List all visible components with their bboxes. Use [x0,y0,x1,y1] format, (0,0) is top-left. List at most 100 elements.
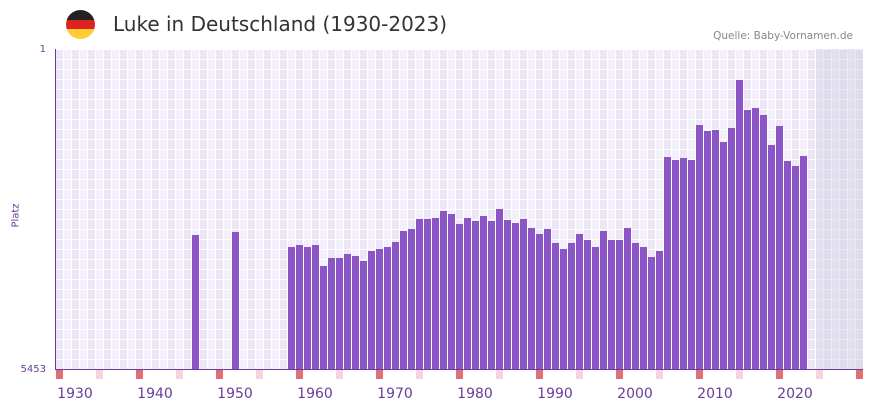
y-axis-line [55,49,56,370]
x-axis-line [55,369,863,370]
bar-1974[interactable] [424,219,431,370]
x-tick [456,370,463,379]
x-tick [376,370,383,379]
bar-2014[interactable] [744,110,751,370]
x-tick [736,370,743,379]
bar-2019[interactable] [784,160,791,370]
bar-1989[interactable] [544,229,551,370]
x-tick [816,370,823,379]
bar-2017[interactable] [768,144,775,370]
bar-1983[interactable] [496,209,503,370]
bar-1960[interactable] [312,245,319,370]
bar-1945[interactable] [192,234,199,370]
x-tick [296,370,303,379]
bar-1997[interactable] [608,239,615,370]
bar-2007[interactable] [688,159,695,370]
bar-1959[interactable] [304,246,311,370]
bar-1962[interactable] [328,257,335,370]
source-label: Quelle: Baby-Vornamen.de [713,30,853,42]
bar-1988[interactable] [536,234,543,370]
bar-1979[interactable] [464,217,471,370]
x-tick [856,370,863,379]
bar-1969[interactable] [384,246,391,370]
bar-1986[interactable] [520,219,527,370]
germany-flag-icon [66,10,95,39]
bar-2004[interactable] [664,156,671,370]
bar-1976[interactable] [440,210,447,370]
bar-1950[interactable] [232,232,239,370]
bar-1980[interactable] [472,221,479,370]
x-tick [496,370,503,379]
x-tick [776,370,783,379]
bar-2008[interactable] [696,124,703,370]
x-tick [136,370,143,379]
bar-1965[interactable] [352,255,359,370]
bar-1972[interactable] [408,229,415,370]
bar-1994[interactable] [584,240,591,370]
bar-2009[interactable] [704,131,711,370]
x-tick [216,370,223,379]
y-top-label: 1 [39,44,46,55]
x-tick [256,370,263,379]
bar-1970[interactable] [392,242,399,370]
bar-2013[interactable] [736,79,743,370]
bar-1992[interactable] [568,242,575,370]
bar-2010[interactable] [712,130,719,370]
x-label: 1930 [57,386,93,402]
bar-2015[interactable] [752,108,759,370]
bar-1971[interactable] [400,230,407,370]
bar-1964[interactable] [344,253,351,370]
bar-1961[interactable] [320,266,327,370]
bar-2020[interactable] [792,166,799,370]
bar-1990[interactable] [552,243,559,370]
x-tick [656,370,663,379]
x-tick [56,370,63,379]
bar-1993[interactable] [576,233,583,370]
bar-1995[interactable] [592,246,599,370]
bar-1984[interactable] [504,219,511,370]
bar-1981[interactable] [480,216,487,370]
bar-1975[interactable] [432,217,439,370]
x-label: 1950 [217,386,253,402]
bar-2003[interactable] [656,251,663,370]
bar-2005[interactable] [672,159,679,370]
x-tick [96,370,103,379]
future-shade [816,49,863,370]
bar-1982[interactable] [488,220,495,370]
x-tick [536,370,543,379]
x-label: 1970 [377,386,413,402]
x-tick [696,370,703,379]
bar-1987[interactable] [528,227,535,370]
bar-2012[interactable] [728,127,735,370]
bar-1973[interactable] [416,219,423,370]
bar-1998[interactable] [616,239,623,370]
x-tick [416,370,423,379]
bar-1957[interactable] [288,246,295,370]
bar-1967[interactable] [368,251,375,370]
x-tick [576,370,583,379]
x-label: 1990 [537,386,573,402]
x-label: 2020 [777,386,813,402]
bar-2000[interactable] [632,243,639,370]
x-tick [616,370,623,379]
bar-1958[interactable] [296,245,303,370]
chart-title: Luke in Deutschland (1930-2023) [113,12,448,36]
bar-1968[interactable] [376,248,383,370]
bar-1978[interactable] [456,224,463,370]
bar-1991[interactable] [560,248,567,370]
bar-2021[interactable] [800,156,807,370]
bar-1966[interactable] [360,261,367,370]
bar-2018[interactable] [776,126,783,370]
bar-2006[interactable] [680,157,687,370]
bar-2001[interactable] [640,246,647,370]
bar-1977[interactable] [448,214,455,370]
bar-2002[interactable] [648,256,655,370]
bar-2011[interactable] [720,141,727,370]
bar-1985[interactable] [512,223,519,370]
plot-area [55,49,863,370]
bar-1999[interactable] [624,227,631,370]
bar-2016[interactable] [760,115,767,370]
bar-1996[interactable] [600,231,607,370]
bar-1963[interactable] [336,257,343,370]
y-bottom-label: 5453 [20,364,46,375]
